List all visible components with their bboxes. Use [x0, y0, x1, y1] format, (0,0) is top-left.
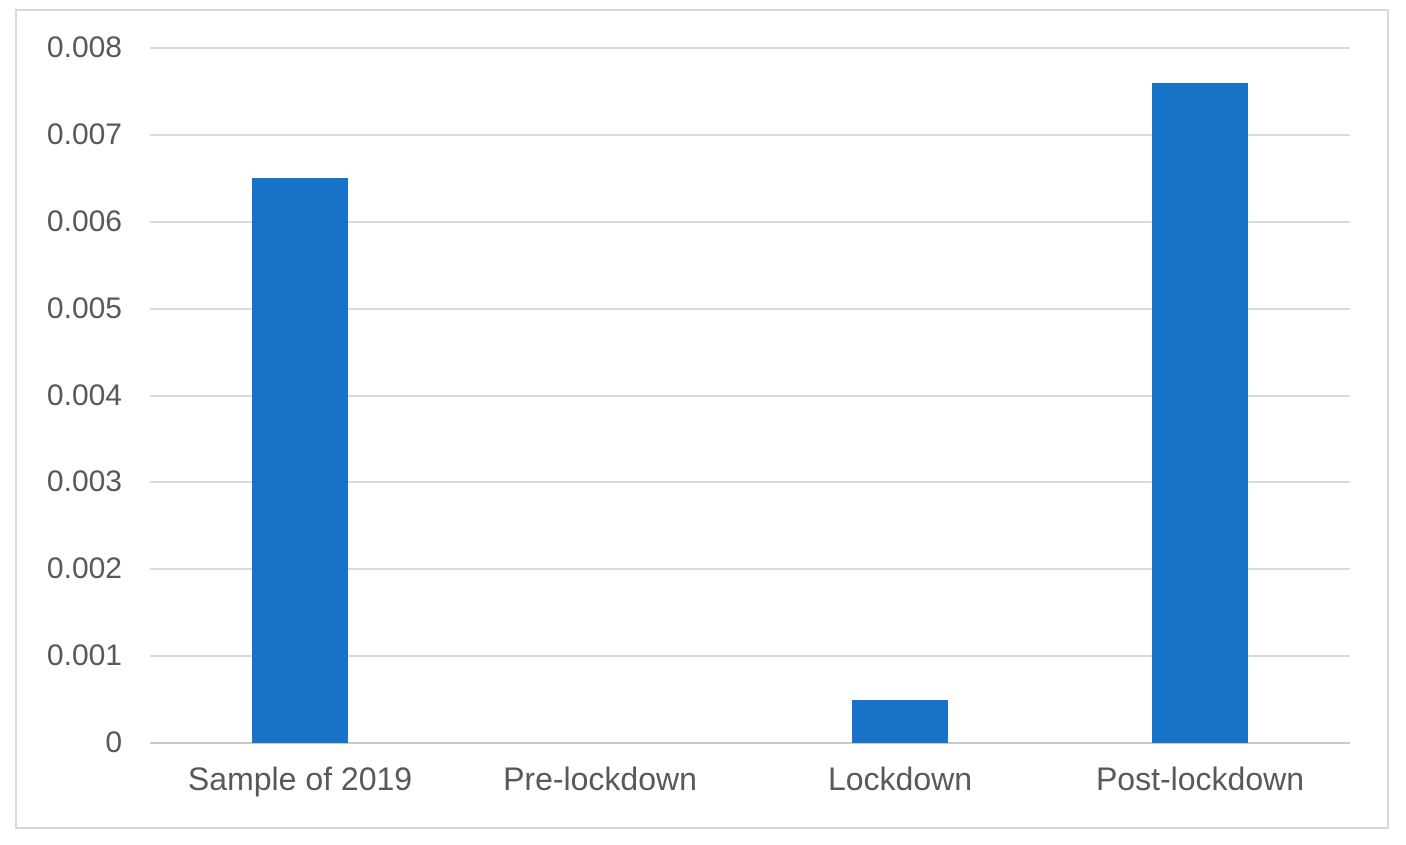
gridline — [150, 133, 1350, 136]
x-axis-line — [150, 742, 1350, 744]
y-axis-tick-label: 0.001 — [46, 639, 122, 673]
gridline — [150, 47, 1350, 49]
gridline — [150, 568, 1350, 571]
y-axis-tick-label: 0.005 — [46, 291, 122, 325]
y-axis-tick-label: 0.003 — [46, 465, 122, 499]
gridline — [150, 394, 1350, 397]
y-axis-tick-label: 0.008 — [46, 31, 122, 64]
gridline — [150, 655, 1350, 658]
bar-sample-of-2019 — [252, 178, 348, 743]
x-axis-category-label: Sample of 2019 — [187, 761, 413, 797]
x-axis-category-label: Pre-lockdown — [503, 761, 697, 797]
x-axis-category-label: Lockdown — [827, 761, 973, 797]
y-axis-tick-label: 0.006 — [46, 204, 122, 238]
bar-post-lockdown — [1152, 82, 1248, 743]
y-axis-tick-label: 0.007 — [46, 117, 122, 151]
gridline — [150, 481, 1350, 484]
gridline — [150, 307, 1350, 310]
y-axis-tick-label: 0.002 — [46, 552, 122, 586]
bar-lockdown — [852, 699, 948, 743]
x-axis-category-label: Post-lockdown — [1095, 761, 1305, 797]
y-axis-tick-label: 0 — [105, 726, 122, 759]
y-axis-tick-label: 0.004 — [46, 378, 122, 412]
gridline — [150, 220, 1350, 223]
